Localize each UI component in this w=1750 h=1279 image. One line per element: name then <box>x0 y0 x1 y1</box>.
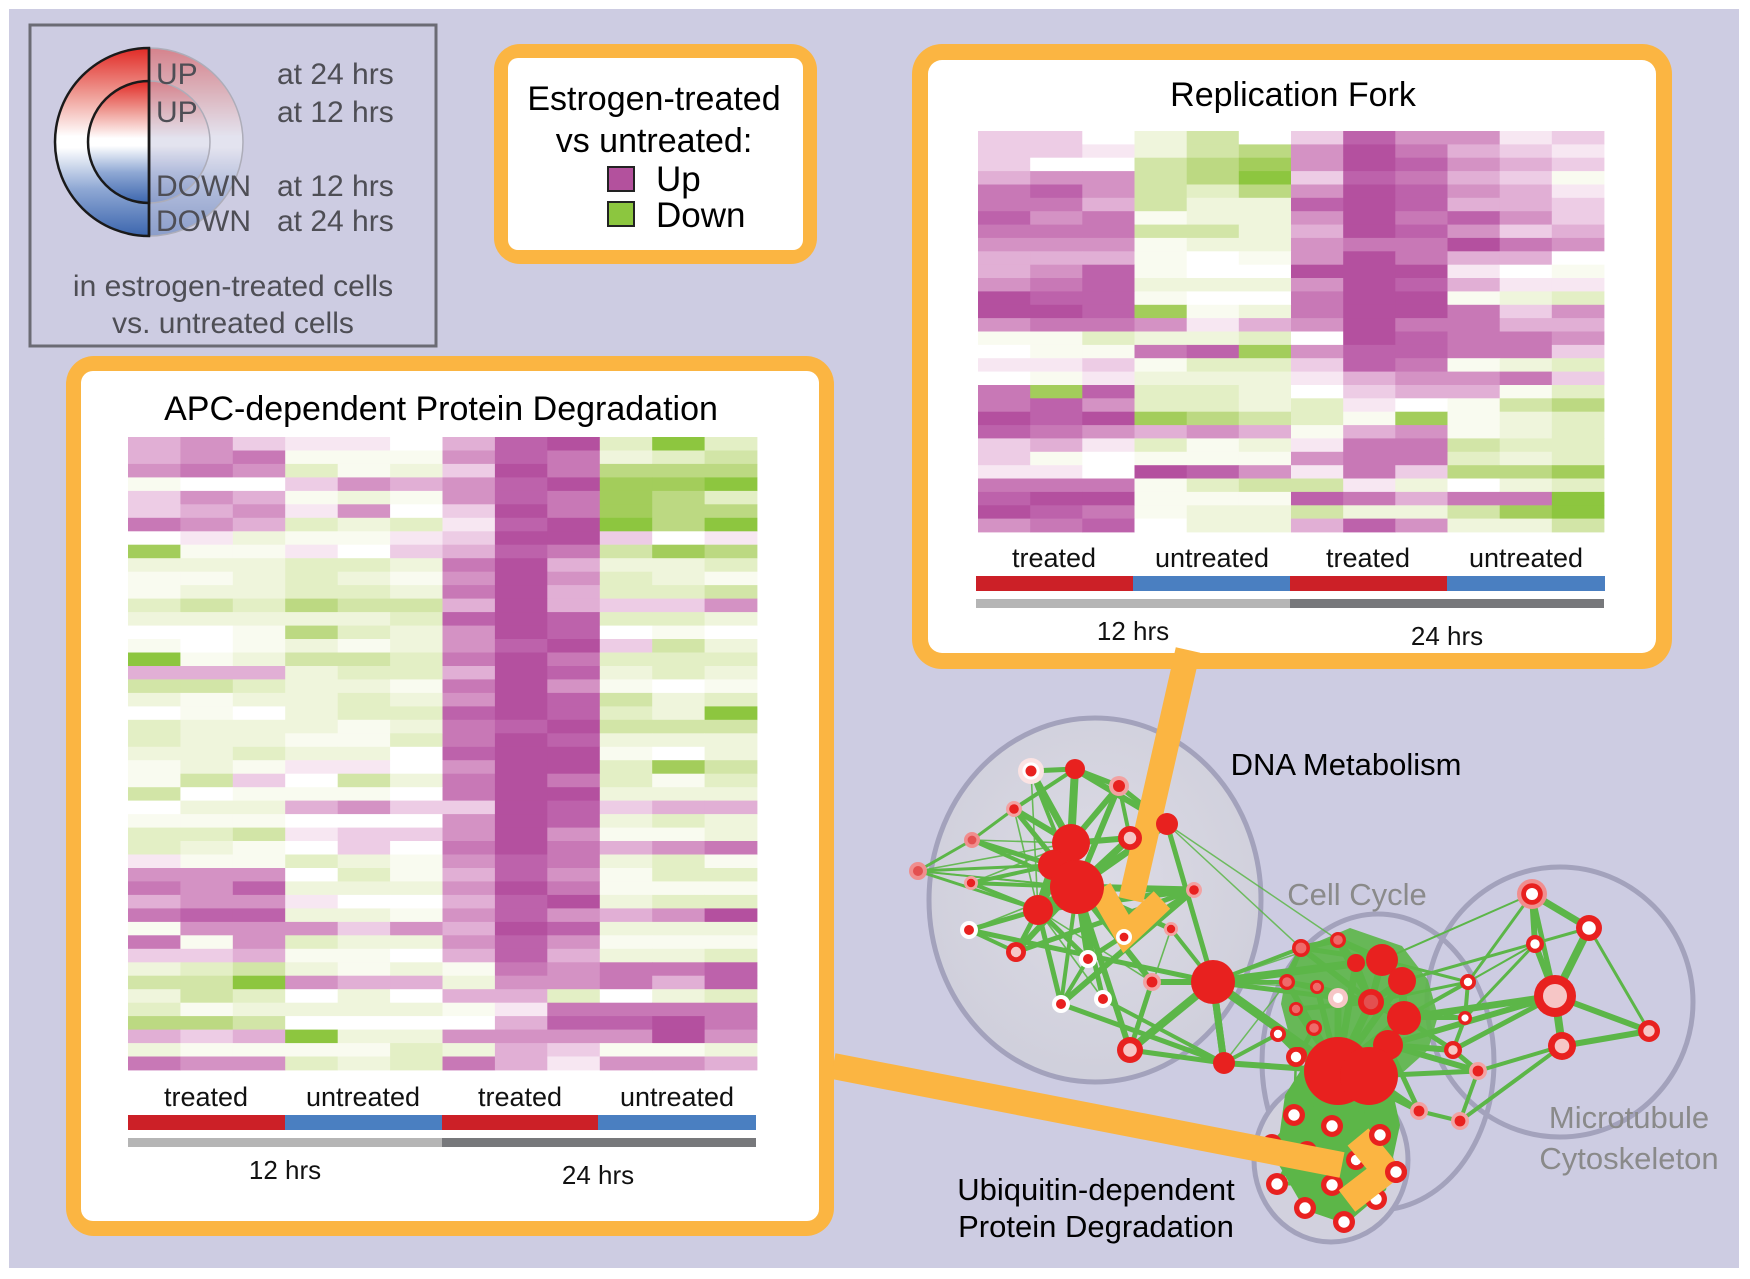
svg-text:treated: treated <box>1012 543 1096 573</box>
svg-text:12 hrs: 12 hrs <box>1097 616 1169 646</box>
svg-text:treated: treated <box>1326 543 1410 573</box>
svg-text:Ubiquitin-dependent: Ubiquitin-dependent <box>957 1172 1235 1207</box>
svg-text:untreated: untreated <box>1469 543 1583 573</box>
svg-text:12 hrs: 12 hrs <box>249 1155 321 1185</box>
svg-text:treated: treated <box>164 1082 248 1112</box>
svg-text:Cytoskeleton: Cytoskeleton <box>1539 1141 1718 1176</box>
svg-text:at 24 hrs: at 24 hrs <box>277 205 394 238</box>
svg-text:treated: treated <box>478 1082 562 1112</box>
svg-text:Up: Up <box>656 160 701 199</box>
svg-text:untreated: untreated <box>620 1082 734 1112</box>
svg-text:DNA Metabolism: DNA Metabolism <box>1231 747 1462 782</box>
svg-text:untreated: untreated <box>306 1082 420 1112</box>
svg-text:at 12 hrs: at 12 hrs <box>277 170 394 203</box>
svg-text:DOWN: DOWN <box>156 170 251 203</box>
svg-text:Down: Down <box>656 196 745 235</box>
svg-text:in estrogen-treated cells: in estrogen-treated cells <box>73 270 393 303</box>
svg-text:Replication Fork: Replication Fork <box>1170 76 1417 114</box>
svg-text:24 hrs: 24 hrs <box>562 1160 634 1190</box>
svg-text:UP: UP <box>156 96 198 129</box>
svg-text:24 hrs: 24 hrs <box>1411 621 1483 651</box>
svg-text:APC-dependent Protein Degradat: APC-dependent Protein Degradation <box>164 390 718 428</box>
svg-text:Microtubule: Microtubule <box>1549 1100 1709 1135</box>
svg-text:Estrogen-treated: Estrogen-treated <box>527 80 780 118</box>
svg-text:DOWN: DOWN <box>156 205 251 238</box>
svg-text:untreated: untreated <box>1155 543 1269 573</box>
svg-text:UP: UP <box>156 58 198 91</box>
svg-text:at 24 hrs: at 24 hrs <box>277 58 394 91</box>
svg-text:Cell Cycle: Cell Cycle <box>1287 877 1427 912</box>
svg-text:vs. untreated cells: vs. untreated cells <box>112 307 354 340</box>
svg-text:Protein Degradation: Protein Degradation <box>958 1209 1234 1244</box>
svg-text:at 12 hrs: at 12 hrs <box>277 96 394 129</box>
svg-text:vs untreated:: vs untreated: <box>556 122 753 160</box>
